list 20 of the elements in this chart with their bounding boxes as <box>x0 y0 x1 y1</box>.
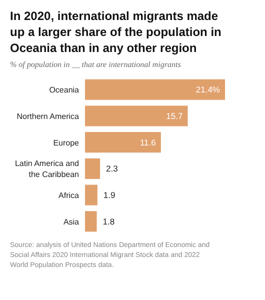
bar <box>85 79 225 100</box>
bar <box>85 184 98 206</box>
data-label: 15.7 <box>166 110 183 121</box>
chart-subtitle: % of population in __ that are international migrants <box>10 60 181 69</box>
y-tick-label: Latin America and the Caribbean <box>14 158 79 179</box>
y-tick-label: Northern America <box>16 111 80 120</box>
data-label: 11.6 <box>140 137 156 148</box>
chart-title: In 2020, international migrants made up a larger share of the population in Oceania than in any other region <box>10 9 222 55</box>
bar <box>85 158 100 179</box>
y-tick-label: Asia <box>63 216 80 226</box>
data-label: 21.4% <box>196 84 220 95</box>
bar <box>85 211 97 232</box>
y-tick-label: Oceania <box>49 85 80 94</box>
y-tick-label: Europe <box>53 138 80 147</box>
y-tick-label: Africa <box>58 190 80 200</box>
data-label: 2.3 <box>106 164 118 174</box>
data-label: 1.9 <box>103 190 116 200</box>
bar <box>85 132 161 153</box>
bar <box>85 106 188 126</box>
data-label: 1.8 <box>102 216 115 226</box>
